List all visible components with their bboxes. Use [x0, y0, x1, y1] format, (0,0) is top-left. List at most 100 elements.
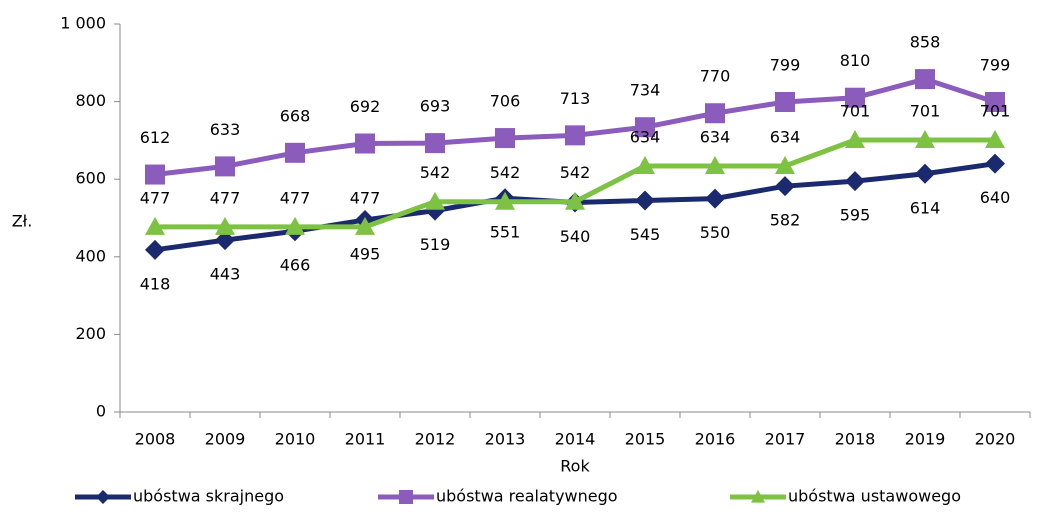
- x-tick-label: 2019: [905, 430, 946, 449]
- point: [985, 153, 1005, 174]
- point: [285, 216, 305, 235]
- data-label: 542: [560, 163, 591, 182]
- point: [215, 216, 235, 235]
- legend-marker: [751, 490, 765, 503]
- x-tick-label: 2011: [345, 430, 386, 449]
- point: [215, 156, 235, 177]
- y-axis-title: Zł.: [12, 212, 33, 231]
- data-label: 477: [350, 188, 381, 207]
- data-label: 443: [210, 265, 241, 284]
- point: [565, 191, 585, 210]
- x-tick-label: 2009: [205, 430, 246, 449]
- point: [915, 69, 935, 90]
- point: [985, 130, 1005, 149]
- data-label: 634: [700, 128, 731, 147]
- point: [145, 216, 165, 235]
- point: [635, 156, 655, 175]
- x-tick-label: 2017: [765, 430, 806, 449]
- point: [215, 230, 235, 251]
- data-label: 550: [700, 223, 731, 242]
- data-label: 858: [910, 33, 941, 52]
- data-label: 799: [770, 55, 801, 74]
- x-tick-label: 2020: [975, 430, 1016, 449]
- point: [425, 133, 445, 154]
- point: [425, 191, 445, 210]
- data-label: 706: [490, 92, 521, 111]
- data-label: 701: [910, 102, 941, 121]
- y-tick-label: 1 000: [60, 14, 106, 33]
- data-label: 713: [560, 89, 591, 108]
- x-tick-label: 2012: [415, 430, 456, 449]
- point: [495, 191, 515, 210]
- data-label: 542: [420, 163, 451, 182]
- legend-label: ubóstwa ustawowego: [788, 487, 961, 506]
- point: [845, 130, 865, 149]
- x-tick-label: 2016: [695, 430, 736, 449]
- x-tick-label: 2015: [625, 430, 666, 449]
- x-tick-label: 2018: [835, 430, 876, 449]
- point: [355, 133, 375, 154]
- point: [775, 176, 795, 197]
- point: [775, 91, 795, 112]
- data-label: 477: [140, 188, 171, 207]
- point: [495, 128, 515, 149]
- y-tick-label: 400: [75, 246, 106, 265]
- data-label: 640: [980, 188, 1011, 207]
- x-axis-title: Rok: [560, 457, 590, 476]
- data-label: 634: [770, 128, 801, 147]
- data-label: 692: [350, 97, 381, 116]
- data-label: 466: [280, 256, 311, 275]
- x-tick-label: 2010: [275, 430, 316, 449]
- data-label: 693: [420, 97, 451, 116]
- legend-marker: [399, 490, 413, 504]
- y-tick-label: 800: [75, 91, 106, 110]
- data-label: 734: [630, 81, 661, 100]
- point: [845, 171, 865, 192]
- point: [985, 91, 1005, 112]
- point: [285, 142, 305, 163]
- y-tick-label: 600: [75, 169, 106, 188]
- data-label: 799: [980, 55, 1011, 74]
- point: [705, 103, 725, 124]
- data-label: 634: [630, 128, 661, 147]
- data-label: 495: [350, 244, 381, 263]
- data-label: 701: [840, 102, 871, 121]
- point: [775, 156, 795, 175]
- data-label: 770: [700, 67, 731, 86]
- legend-label: ubóstwa realatywnego: [436, 487, 618, 506]
- point: [635, 117, 655, 138]
- legend-marker: [96, 490, 110, 504]
- point: [845, 87, 865, 108]
- data-label: 477: [210, 188, 241, 207]
- data-label: 614: [910, 198, 941, 217]
- data-label: 810: [840, 51, 871, 70]
- data-label: 519: [420, 235, 451, 254]
- data-label: 633: [210, 120, 241, 139]
- data-label: 540: [560, 227, 591, 246]
- x-tick-label: 2014: [555, 430, 596, 449]
- legend-label: ubóstwa skrajnego: [133, 487, 284, 506]
- point: [565, 125, 585, 146]
- point: [145, 164, 165, 185]
- data-label: 612: [140, 128, 171, 147]
- point: [355, 216, 375, 235]
- data-label: 542: [490, 163, 521, 182]
- data-label: 582: [770, 211, 801, 230]
- y-tick-label: 0: [96, 402, 106, 421]
- point: [635, 190, 655, 211]
- data-label: 668: [280, 106, 311, 125]
- point: [915, 130, 935, 149]
- point: [145, 239, 165, 260]
- y-tick-label: 200: [75, 324, 106, 343]
- x-tick-label: 2013: [485, 430, 526, 449]
- data-label: 545: [630, 225, 661, 244]
- data-label: 551: [490, 223, 521, 242]
- data-label: 477: [280, 188, 311, 207]
- data-label: 595: [840, 206, 871, 225]
- point: [705, 188, 725, 209]
- data-label: 701: [980, 102, 1011, 121]
- point: [705, 156, 725, 175]
- data-label: 418: [140, 274, 171, 293]
- x-tick-label: 2008: [135, 430, 176, 449]
